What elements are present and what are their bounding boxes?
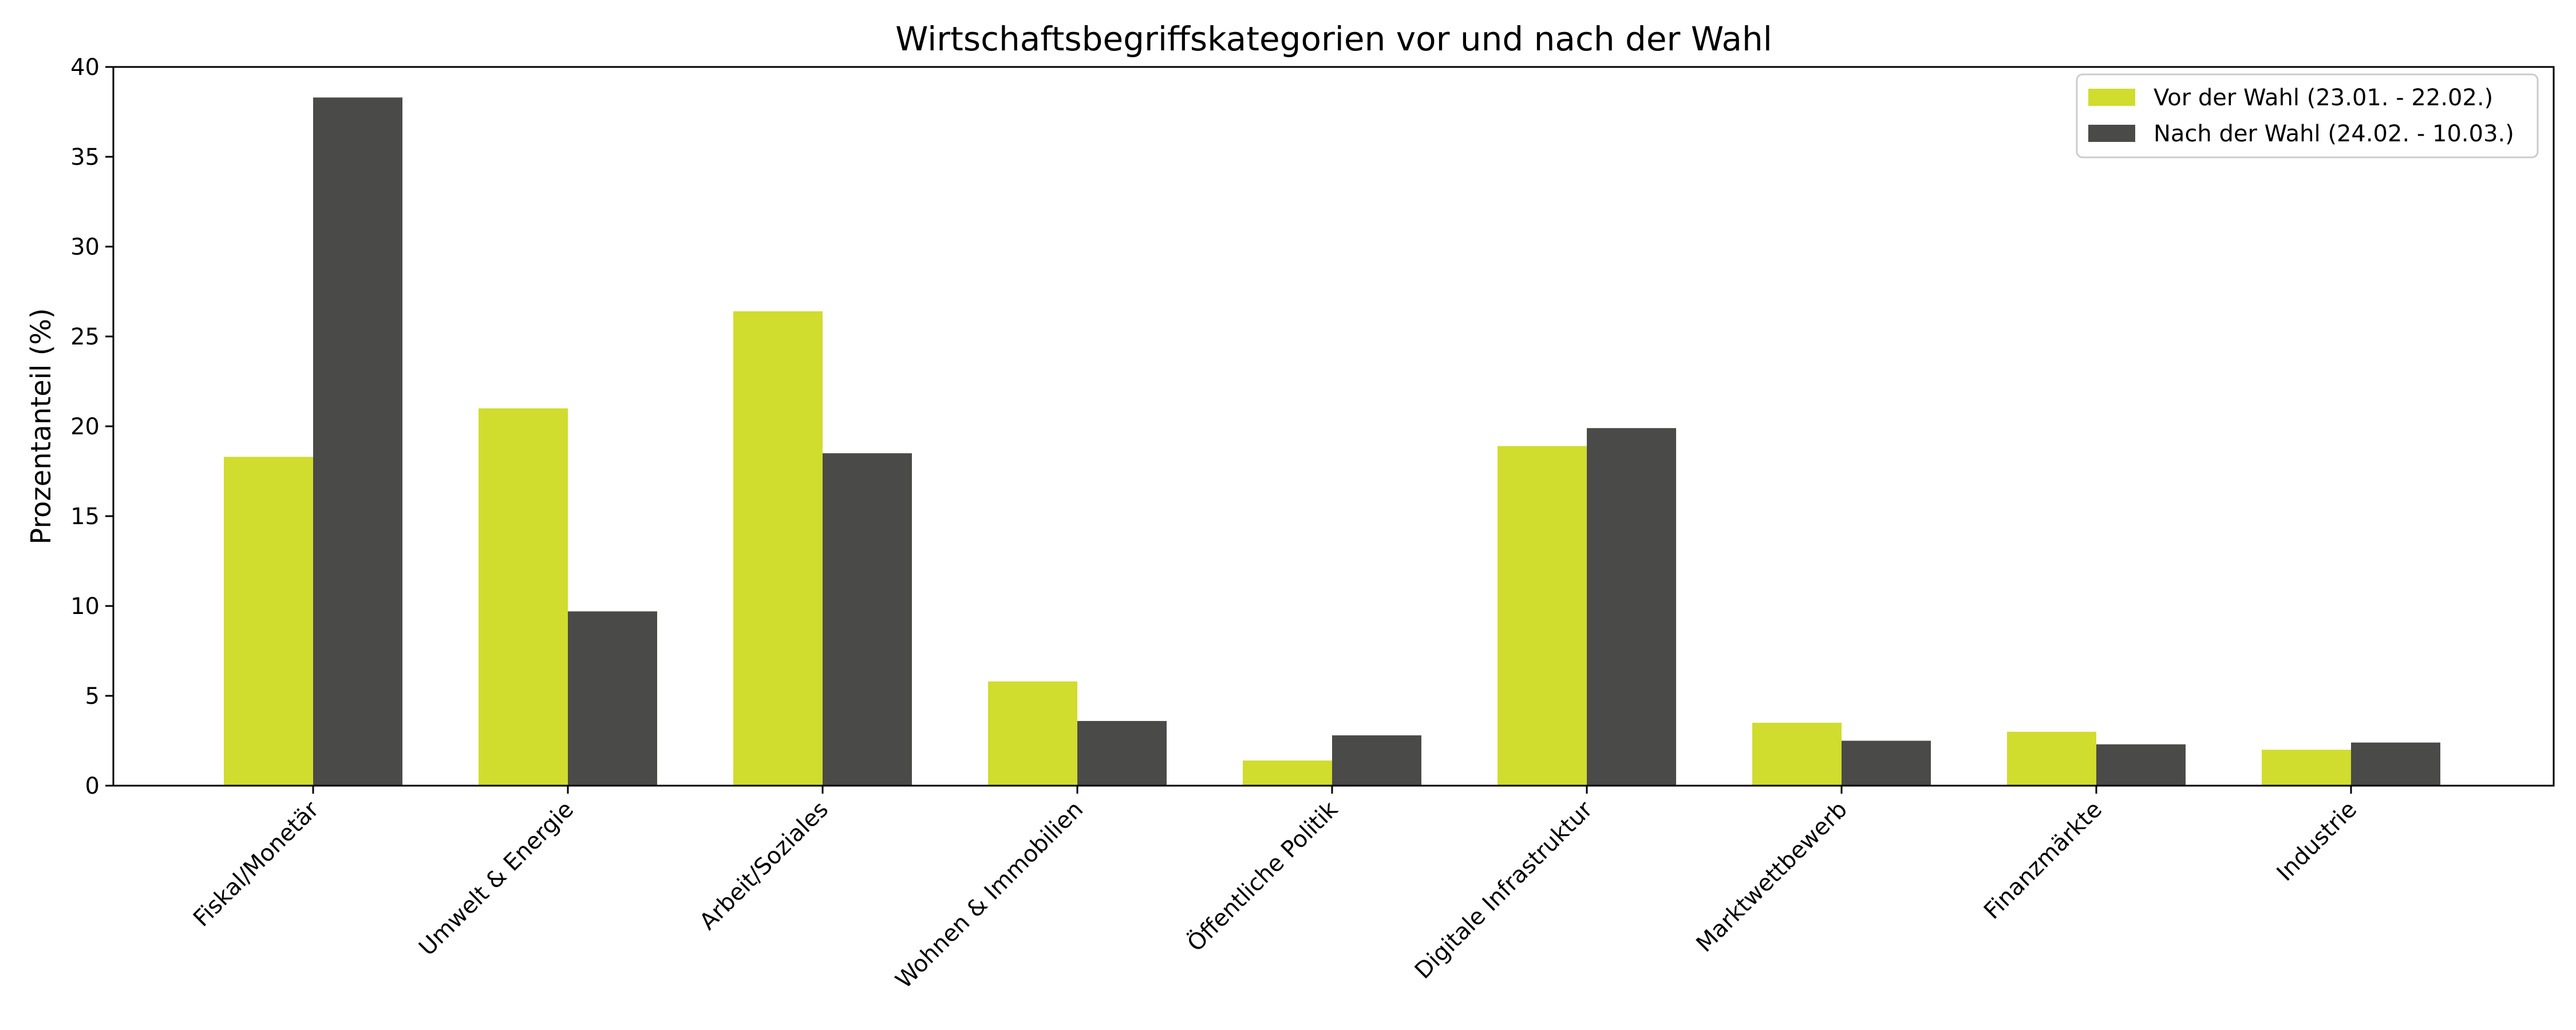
plot-frame [112, 66, 2555, 787]
bar-series1-8 [2007, 731, 2096, 786]
y-tick-label: 30 [70, 234, 100, 260]
legend-box [2076, 73, 2539, 159]
bar-series1-3 [733, 311, 823, 786]
x-tick-label: Industrie [2272, 797, 2362, 886]
y-tick-label: 40 [70, 54, 100, 81]
y-tick-label: 10 [70, 593, 100, 620]
bar-series2-6 [1587, 428, 1676, 786]
x-tick-label: Umwelt & Energie [414, 797, 579, 961]
y-tick-label: 5 [85, 683, 100, 710]
bar-series1-1 [224, 457, 313, 786]
x-ticks-group: Fiskal/Monetär Umwelt & Energie Arbeit/Soz… [188, 786, 2362, 994]
x-tick-label: Wohnen & Immobilien [891, 797, 1088, 994]
bar-series1-5 [1243, 760, 1332, 786]
x-tick-label: Marktwettbewerb [1692, 797, 1853, 958]
chart-title: Wirtschaftsbegriffskategorien vor und na… [895, 19, 1772, 58]
legend-swatch-series1 [2088, 89, 2135, 106]
bar-series1-4 [988, 681, 1077, 786]
legend: Vor der Wahl (23.01. - 22.02.) Nach der W… [2076, 73, 2539, 159]
x-tick-label: Finanzmärkte [1979, 797, 2107, 925]
y-axis-label: Prozentanteil (%) [25, 308, 57, 544]
bar-series2-1 [313, 97, 402, 786]
bar-series2-3 [823, 453, 912, 786]
y-ticks-group: 0 5 10 15 20 25 30 35 40 [70, 54, 113, 799]
bars-group [224, 97, 2440, 786]
y-tick-label: 35 [70, 144, 100, 171]
legend-label-series1: Vor der Wahl (23.01. - 22.02.) [2154, 85, 2493, 111]
x-tick-label: Digitale Infrastruktur [1410, 796, 1598, 984]
legend-label-series2: Nach der Wahl (24.02. - 10.03.) [2154, 121, 2514, 147]
x-tick-label: Arbeit/Soziales [694, 797, 833, 936]
x-tick-label: Fiskal/Monetär [188, 796, 324, 932]
legend-swatch-series2 [2088, 125, 2135, 142]
bar-series2-5 [1332, 735, 1421, 786]
x-tick-label: Öffentliche Politik [1182, 795, 1344, 957]
y-tick-label: 25 [70, 324, 100, 350]
bar-series2-7 [1842, 740, 1931, 786]
bar-series1-2 [479, 408, 568, 786]
bar-series1-6 [1498, 446, 1587, 786]
bar-series1-9 [2262, 750, 2351, 786]
bar-series1-7 [1752, 723, 1842, 786]
bar-series2-2 [568, 611, 657, 786]
y-tick-label: 20 [70, 414, 100, 440]
bar-series2-9 [2351, 742, 2440, 786]
y-tick-label: 15 [70, 504, 100, 530]
bar-series2-4 [1077, 720, 1167, 786]
y-tick-label: 0 [85, 773, 100, 799]
bar-series2-8 [2096, 744, 2186, 786]
